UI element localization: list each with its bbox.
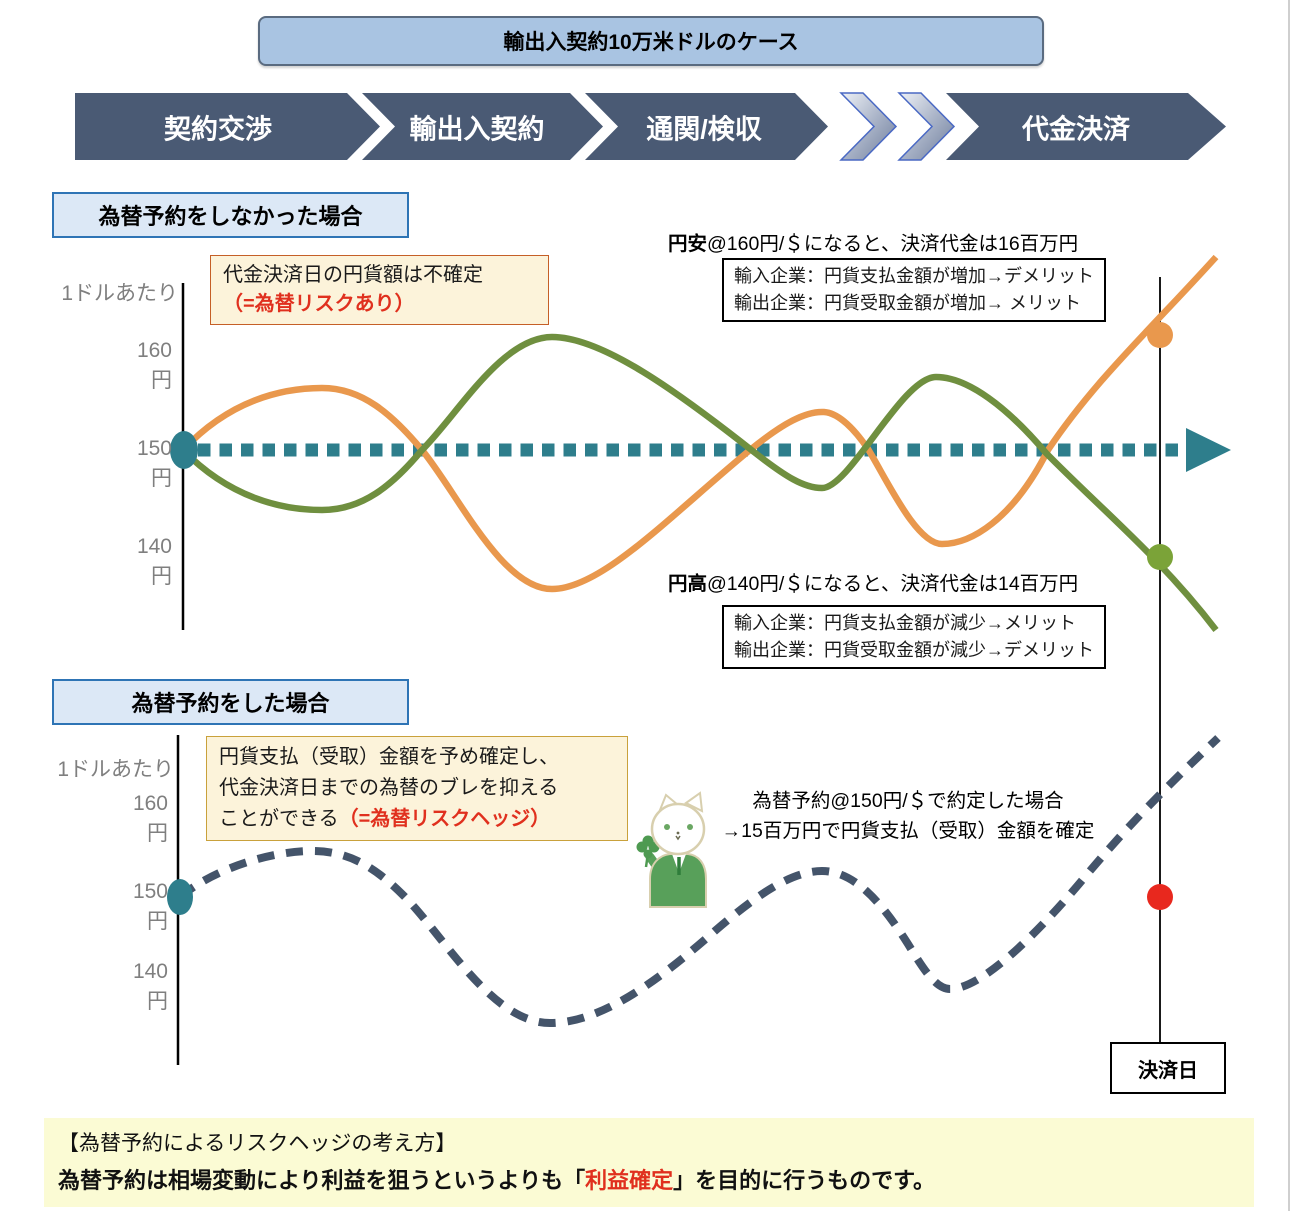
strong-yen-rest: @140円/＄になると、決済代金は14百万円 [707,573,1079,595]
hedge-note-line3-pre: ことができる [219,808,339,830]
chart1-strong-yen-settlement-point [1147,544,1173,570]
section1-header-text: 為替予約をしなかった場合 [98,204,363,229]
chart2-axis-caption: 1ドルあたり [57,758,174,781]
section2-header: 為替予約をした場合 [52,679,409,725]
tick-unit: 円 [151,369,172,392]
tick-unit: 円 [147,822,168,845]
chevron-icon [839,92,898,161]
hedge-note-line3-red: （=為替リスクヘッジ） [338,808,551,830]
footer-line2-red: 利益確定 [585,1168,674,1193]
section1-header: 為替予約をしなかった場合 [52,192,409,238]
footer-line1: 【為替予約によるリスクヘッジの考え方】 [58,1132,457,1155]
page-title-text: 輸出入契約10万米ドルのケース [503,31,799,54]
footer-line2-pre: 為替予約は相場変動により利益を狙うというよりも「 [58,1168,586,1193]
chart1-weak-yen-curve [180,254,1219,593]
arrow-right-icon [1186,428,1231,472]
tick-unit: 円 [151,565,172,588]
fixed-rate-note: 為替予約@150円/＄で約定した場合 →15百万円で円貨支払（受取）金額を確定 [678,786,1138,846]
tick-unit: 円 [147,990,168,1013]
chart1-start-point [170,431,198,469]
fixed-rate-note-line2: →15百万円で円貨支払（受取）金額を確定 [721,820,1095,842]
weak-yen-term: 円安 [668,233,708,255]
chart1-tick-150: 150 円 [42,434,172,494]
hedge-note-line3: ことができる（=為替リスクヘッジ） [219,804,615,835]
flow-step-negotiation: 契約交渉 [164,114,272,145]
page-title: 輸出入契約10万米ドルのケース [258,16,1044,66]
weak-yen-caption: 円安@160円/＄になると、決済代金は16百万円 [668,227,1078,256]
impact-line-importer: 輸入企業：円貨支払金額が減少→メリット [734,613,1076,633]
chart2-tick-160: 160 円 [38,789,168,849]
chart2-hedge-note: 円貨支払（受取）金額を予め確定し、 代金決済日までの為替のブレを抑える ことがで… [206,736,628,841]
hedge-note-line2: 代金決済日までの為替のブレを抑える [219,777,559,799]
process-ribbon [75,92,1226,161]
tick-value: 150 [136,437,172,460]
tick-unit: 円 [147,910,168,933]
chart2-tick-150: 150 円 [38,877,168,937]
risk-note-line2: （=為替リスクあり） [223,293,415,315]
tick-value: 160 [136,339,172,362]
ribbon-seg-4 [946,93,1226,160]
weak-yen-rest: @160円/＄になると、決済代金は16百万円 [707,233,1079,255]
chart1-weak-yen-settlement-point [1147,322,1173,348]
chart2-fixed-settlement-point [1147,884,1173,910]
tick-value: 140 [132,960,168,983]
tick-unit: 円 [151,467,172,490]
chart1-strong-yen-curve [180,333,1219,632]
impact-line-exporter: 輸出企業：円貨受取金額が増加→ メリット [734,293,1081,313]
strong-yen-caption: 円高@140円/＄になると、決済代金は14百万円 [668,567,1078,596]
right-edge-divider [1288,0,1290,1211]
strong-yen-term: 円高 [668,573,708,595]
chart2-start-point [167,879,193,915]
chart2-tick-140: 140 円 [38,957,168,1017]
risk-note-line1: 代金決済日の円貨額は不確定 [223,264,483,286]
footer-line2: 為替予約は相場変動により利益を狙うというよりも「利益確定」を目的に行うものです。 [58,1163,1240,1195]
flow-step-payment: 代金決済 [1022,114,1130,145]
settlement-date-label: 決済日 [1110,1042,1226,1094]
flow-step-customs: 通関/検収 [646,114,762,145]
strong-yen-impact-box: 輸入企業：円貨支払金額が減少→メリット 輸出企業：円貨受取金額が減少→デメリット [722,605,1106,669]
tick-value: 160 [132,792,168,815]
weak-yen-impact-box: 輸入企業：円貨支払金額が増加→デメリット 輸出企業：円貨受取金額が増加→ メリッ… [722,258,1106,322]
chart1-tick-140: 140 円 [42,532,172,592]
ribbon-seg-2 [362,93,603,160]
section2-header-text: 為替予約をした場合 [131,691,330,716]
chart1-axis-caption: 1ドルあたり [61,282,178,305]
chart1-tick-160: 160 円 [42,336,172,396]
settlement-date-text: 決済日 [1138,1059,1198,1082]
chart1-risk-note: 代金決済日の円貨額は不確定 （=為替リスクあり） [210,255,549,325]
flow-step-contract: 輸出入契約 [409,114,545,145]
ribbon-seg-3 [585,93,828,160]
impact-line-importer: 輸入企業：円貨支払金額が増加→デメリット [734,266,1094,286]
footer-note: 【為替予約によるリスクヘッジの考え方】 為替予約は相場変動により利益を狙うという… [44,1118,1254,1207]
impact-line-exporter: 輸出企業：円貨受取金額が減少→デメリット [734,640,1094,660]
fixed-rate-note-line1: 為替予約@150円/＄で約定した場合 [752,790,1064,812]
chevron-icon [897,92,956,161]
tick-value: 150 [132,880,168,903]
tick-value: 140 [136,535,172,558]
cat-mascot-icon [636,791,707,908]
hedge-note-line1: 円貨支払（受取）金額を予め確定し、 [219,746,559,768]
ribbon-seg-1 [75,93,380,160]
footer-line2-post: 」を目的に行うものです。 [673,1168,935,1193]
